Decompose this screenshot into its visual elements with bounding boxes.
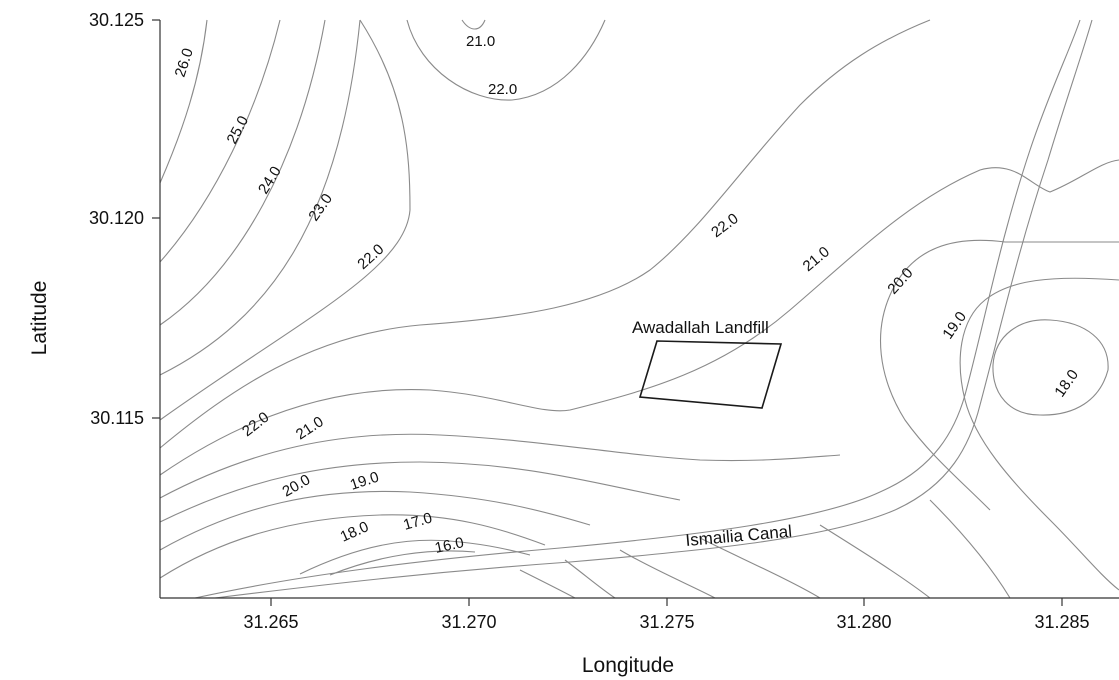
x-tick-label: 31.265 bbox=[243, 612, 298, 632]
contour-label: 20.0 bbox=[884, 265, 916, 298]
contour-label: 22.0 bbox=[354, 241, 387, 273]
contour-south-tail-5 bbox=[819, 524, 931, 599]
contour-18-south bbox=[159, 490, 591, 551]
contour-19-east bbox=[959, 277, 1119, 591]
x-tick-label: 31.275 bbox=[639, 612, 694, 632]
contour-label: 19.0 bbox=[939, 309, 970, 343]
x-axis-title: Longitude bbox=[582, 654, 674, 677]
landfill-label: Awadallah Landfill bbox=[632, 318, 769, 337]
contour-21-main bbox=[159, 159, 1119, 476]
contour-south-tail-2 bbox=[564, 559, 616, 599]
canal-label: Ismailia Canal bbox=[685, 522, 793, 550]
landfill-boundary bbox=[638, 340, 783, 409]
contour-20-south bbox=[159, 433, 841, 499]
x-tick-label: 31.280 bbox=[836, 612, 891, 632]
canal-south-bank bbox=[214, 19, 1093, 599]
contour-22-main bbox=[159, 19, 931, 449]
y-axis-title: Latitude bbox=[28, 281, 51, 356]
contour-label: 22.0 bbox=[488, 81, 517, 98]
contour-label: 22.0 bbox=[708, 210, 742, 241]
contour-22-left bbox=[159, 19, 411, 421]
axes: 30.125 30.120 30.115 31.265 31.270 31.27… bbox=[28, 10, 1119, 677]
ismailia-canal bbox=[194, 19, 1093, 599]
contour-label: 16.0 bbox=[433, 534, 465, 557]
contour-24 bbox=[159, 19, 326, 326]
contour-23 bbox=[159, 19, 361, 376]
contour-label: 21.0 bbox=[800, 243, 833, 275]
y-tick-label: 30.125 bbox=[89, 10, 144, 30]
y-tick-label: 30.115 bbox=[90, 408, 144, 428]
contour-south-tail-1 bbox=[519, 569, 576, 599]
contour-south-tail-6 bbox=[929, 499, 1011, 599]
contour-22-top bbox=[406, 19, 606, 101]
contour-label: 17.0 bbox=[401, 509, 434, 533]
contour-18-east bbox=[992, 319, 1109, 416]
contour-16-bottom bbox=[329, 550, 476, 576]
contour-label: 18.0 bbox=[338, 518, 372, 545]
contour-lines bbox=[159, 19, 1119, 599]
y-tick-label: 30.120 bbox=[89, 208, 144, 228]
contour-17-south bbox=[159, 514, 546, 579]
contour-label: 23.0 bbox=[305, 191, 336, 225]
contour-south-tail-3 bbox=[619, 549, 716, 599]
contour-label: 22.0 bbox=[239, 409, 272, 440]
contour-26 bbox=[159, 19, 208, 184]
contour-label: 18.0 bbox=[1051, 367, 1082, 401]
contour-21-top bbox=[461, 19, 486, 30]
x-tick-label: 31.270 bbox=[441, 612, 496, 632]
contour-label: 19.0 bbox=[348, 469, 381, 494]
contour-label: 20.0 bbox=[280, 471, 314, 500]
contour-south-tail-4 bbox=[699, 537, 821, 599]
x-tick-label: 31.285 bbox=[1034, 612, 1089, 632]
contour-19-south bbox=[159, 461, 681, 523]
contour-label: 21.0 bbox=[293, 413, 327, 443]
canal-north-bank bbox=[194, 19, 1081, 599]
contour-25 bbox=[159, 19, 281, 263]
contour-label-group: 26.0 25.0 24.0 23.0 22.0 21.0 22.0 22.0 … bbox=[172, 33, 1082, 557]
contour-label: 26.0 bbox=[172, 46, 197, 79]
contour-20-east bbox=[879, 239, 1119, 511]
contour-16-south bbox=[299, 539, 531, 575]
contour-label: 21.0 bbox=[466, 33, 495, 50]
